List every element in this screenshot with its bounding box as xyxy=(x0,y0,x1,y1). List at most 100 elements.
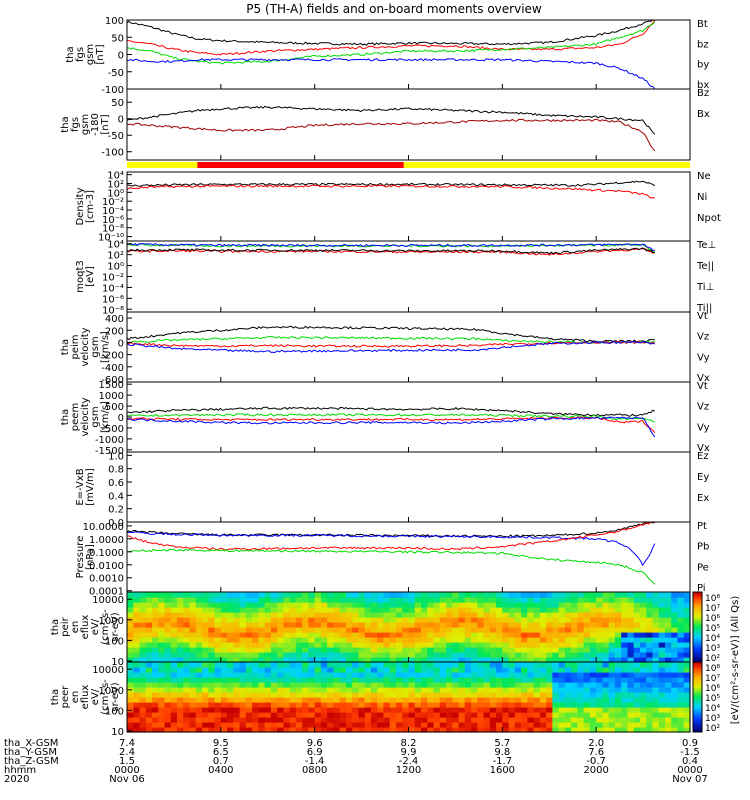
spectrogram-cell xyxy=(483,692,491,698)
spectrogram-cell xyxy=(214,612,222,618)
spectrogram-cell xyxy=(195,607,203,613)
spectrogram-cell xyxy=(446,672,453,678)
spectrogram-cell xyxy=(264,637,272,643)
spectrogram-cell xyxy=(658,597,666,603)
spectrogram-cell xyxy=(564,707,572,713)
spectrogram-cell xyxy=(489,617,497,623)
spectrogram-cell xyxy=(302,677,310,683)
spectrogram-cell xyxy=(352,672,360,678)
spectrogram-cell xyxy=(414,717,422,723)
colorbar-swatch xyxy=(693,667,702,670)
spectrogram-cell xyxy=(483,592,491,598)
spectrogram-cell xyxy=(664,642,672,648)
spectrogram-cell xyxy=(358,607,366,613)
spectrogram-cell xyxy=(508,622,516,628)
spectrogram-cell xyxy=(214,677,222,683)
spectrogram-cell xyxy=(245,622,253,628)
spectrogram-cell xyxy=(164,692,172,698)
colorbar-swatch xyxy=(693,595,702,598)
spectrogram-cell xyxy=(496,722,503,728)
spectrogram-cell xyxy=(652,697,660,703)
spectrogram-cell xyxy=(677,642,685,648)
spectrogram-cell xyxy=(433,612,441,618)
spectrogram-cell xyxy=(564,622,572,628)
spectrogram-cell xyxy=(170,612,178,618)
x-tick-value: 1200 xyxy=(396,765,421,776)
spectrogram-cell xyxy=(308,647,316,653)
spectrogram-cell xyxy=(139,707,147,713)
spectrogram-cell xyxy=(421,637,428,643)
spectrogram-cell xyxy=(389,622,397,628)
spectrogram-cell xyxy=(464,657,472,663)
spectrogram-cell xyxy=(533,652,541,658)
legend-Vt: Vt xyxy=(697,311,708,322)
spectrogram-cell xyxy=(427,682,435,688)
y-tick-label: 10⁻⁸ xyxy=(102,305,124,316)
spectrogram-cell xyxy=(589,647,597,653)
spectrogram-cell xyxy=(358,687,366,693)
spectrogram-cell xyxy=(252,627,259,633)
spectrogram-cell xyxy=(433,632,441,638)
y-tick-label: 100 xyxy=(105,16,124,27)
spectrogram-cell xyxy=(202,647,209,653)
spectrogram-cell xyxy=(639,687,647,693)
spectrogram-cell xyxy=(127,727,134,733)
colorbar-swatch xyxy=(693,669,702,672)
spectrogram-cell xyxy=(233,602,241,608)
spectrogram-cell xyxy=(414,602,422,608)
colorbar-swatch xyxy=(693,621,702,624)
spectrogram-cell xyxy=(439,692,447,698)
spectrogram-cell xyxy=(239,627,247,633)
spectrogram-cell xyxy=(395,722,403,728)
spectrogram-cell xyxy=(577,722,585,728)
spectrogram-cell xyxy=(152,602,159,608)
spectrogram-cell xyxy=(320,652,328,658)
fgs-series-bx xyxy=(126,58,656,90)
spectrogram-cell xyxy=(677,602,685,608)
spectrogram-cell xyxy=(183,697,191,703)
spectrogram-cell xyxy=(152,717,159,723)
spectrogram-cell xyxy=(627,622,635,628)
spectrogram-cell xyxy=(402,692,410,698)
spectrogram-cell xyxy=(402,652,410,658)
spectrogram-cell xyxy=(227,602,234,608)
spectrogram-cell xyxy=(289,672,297,678)
spectrogram-cell xyxy=(345,662,353,668)
spectrogram-cell xyxy=(421,672,428,678)
spectrogram-cell xyxy=(214,692,222,698)
spectrogram-cell xyxy=(277,717,284,723)
spectrogram-cell xyxy=(446,612,453,618)
colorbar-tick-label: 10⁶ xyxy=(705,614,720,624)
colorbar-swatch xyxy=(693,613,702,616)
y-axis-label: eflux xyxy=(80,615,91,640)
spectrogram-cell xyxy=(270,657,278,663)
spectrogram-cell xyxy=(477,627,485,633)
spectrogram-cell xyxy=(408,617,416,623)
spectrogram-cell xyxy=(677,727,685,733)
spectrogram-cell xyxy=(683,682,691,688)
spectrogram-cell xyxy=(583,612,591,618)
spectrogram-cell xyxy=(139,672,147,678)
spectrogram-cell xyxy=(427,702,435,708)
spectrogram-cell xyxy=(671,652,679,658)
spectrogram-cell xyxy=(471,667,478,673)
spectrogram-cell xyxy=(202,677,209,683)
x-tick-value: 6.5 xyxy=(213,747,229,758)
spectrogram-cell xyxy=(327,717,335,723)
spectrogram-cell xyxy=(239,667,247,673)
spectrogram-cell xyxy=(502,682,510,688)
spectrogram-cell xyxy=(621,612,629,618)
colorbar-swatch xyxy=(693,592,702,595)
spectrogram-cell xyxy=(408,597,416,603)
spectrogram-cell xyxy=(252,652,259,658)
colorbar-swatch xyxy=(693,620,702,623)
spectrogram-cell xyxy=(358,612,366,618)
spectrogram-cell xyxy=(152,632,159,638)
spectrogram-cell xyxy=(258,697,266,703)
spectrogram-cell xyxy=(633,617,641,623)
spectrogram-cell xyxy=(327,647,335,653)
spectrogram-cell xyxy=(627,722,635,728)
spectrogram-cell xyxy=(164,637,172,643)
y-axis-label: fgs xyxy=(75,47,86,62)
